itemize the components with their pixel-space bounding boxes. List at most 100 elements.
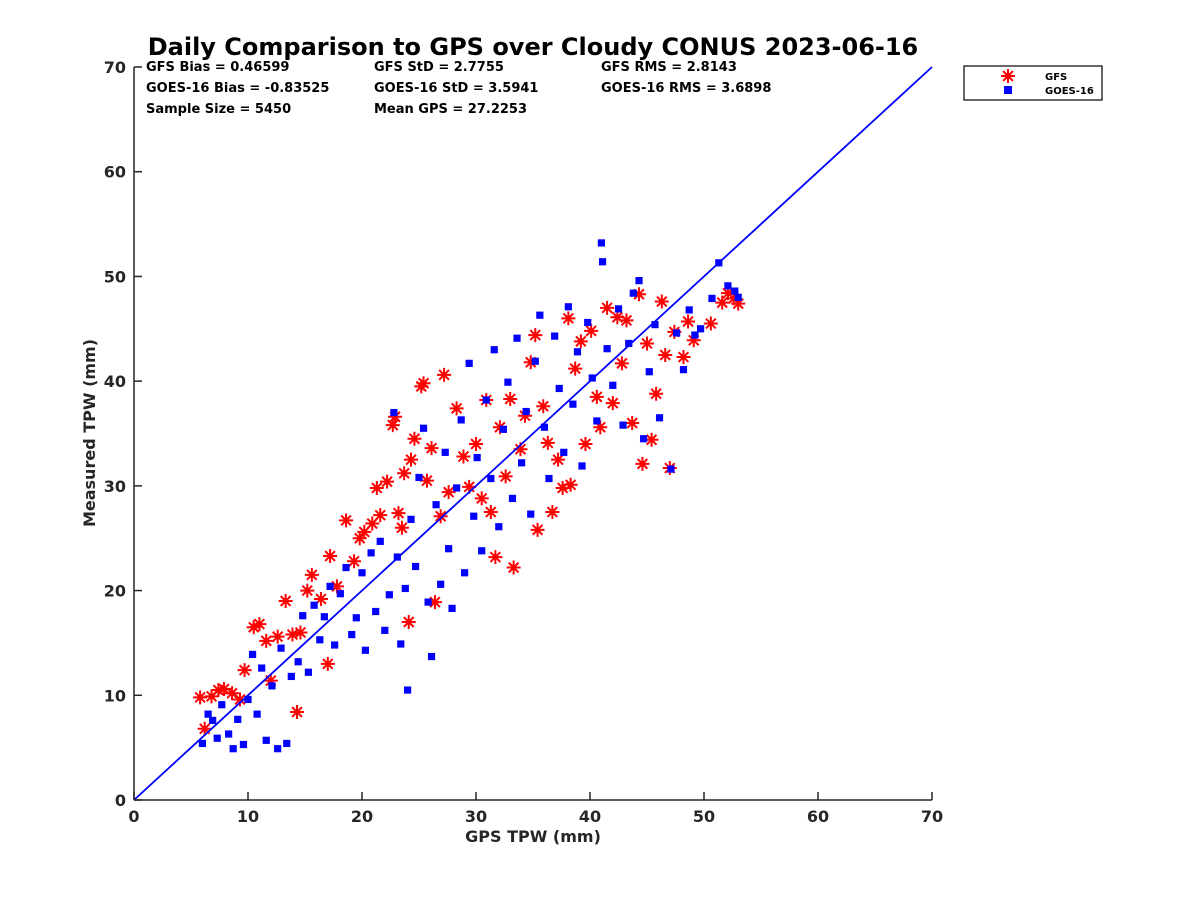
goes16-point <box>540 423 548 431</box>
gfs-point <box>397 466 412 481</box>
goes16-point <box>482 396 490 404</box>
goes16-point <box>564 303 572 311</box>
legend-gfs-marker <box>1001 69 1015 83</box>
goes16-point <box>248 650 257 659</box>
gfs-point <box>589 389 604 404</box>
goes16-point <box>234 715 242 723</box>
gfs-point <box>523 355 538 370</box>
goes16-point <box>584 318 592 327</box>
goes16-point <box>578 462 586 470</box>
gfs-point <box>233 692 248 707</box>
goes16-point <box>609 381 617 389</box>
gfs-point <box>197 721 212 736</box>
chart-title: Daily Comparison to GPS over Cloudy CONU… <box>148 33 919 61</box>
gfs-point <box>437 367 452 382</box>
gfs-point <box>285 627 300 642</box>
axes: 0 10 20 30 40 50 60 70 0 10 20 30 40 50 60 70 <box>104 58 943 826</box>
gfs-point <box>388 409 403 424</box>
goes16-point <box>304 668 313 676</box>
goes16-point <box>679 366 688 374</box>
goes16-point <box>691 331 699 339</box>
gfs-point <box>686 333 701 348</box>
goes16-point <box>397 640 405 648</box>
gfs-point <box>654 294 669 309</box>
gfs-point <box>469 436 483 451</box>
gfs-point <box>518 408 533 423</box>
gfs-point <box>530 522 545 537</box>
stat-text: GOES-16 RMS = 3.6898 <box>601 81 771 96</box>
gfs-point <box>488 550 503 565</box>
x-tick-label: 70 <box>921 807 943 826</box>
gfs-point <box>323 549 338 564</box>
goes16-point <box>639 435 648 443</box>
gfs-point <box>731 296 746 311</box>
goes16-point <box>635 277 643 285</box>
goes16-point <box>258 664 266 672</box>
gfs-point <box>561 311 576 326</box>
gfs-point <box>573 334 588 349</box>
gfs-point <box>578 436 593 451</box>
gfs-point <box>563 477 578 492</box>
goes16-point <box>495 523 503 531</box>
gfs-point <box>246 620 261 635</box>
gfs-point <box>456 449 471 464</box>
goes16-point <box>348 630 356 639</box>
gfs-point <box>339 513 354 528</box>
goes16-point <box>213 734 221 742</box>
y-tick-label: 70 <box>104 58 126 77</box>
goes16-point <box>598 258 607 266</box>
gfs-point <box>404 452 419 467</box>
legend-label: GFS <box>1045 72 1067 83</box>
goes16-point <box>465 359 473 367</box>
goes16-point <box>597 239 605 247</box>
gfs-point <box>545 505 560 520</box>
goes16-point <box>667 465 675 473</box>
y-tick-label: 50 <box>104 267 126 286</box>
goes16-point <box>448 604 456 612</box>
goes16-point <box>411 562 420 571</box>
goes16-point <box>685 306 693 314</box>
goes16-point <box>457 416 465 424</box>
gfs-point <box>401 614 416 629</box>
goes16-point <box>336 590 344 598</box>
gfs-point <box>237 663 252 678</box>
gfs-point <box>449 401 464 416</box>
legend: GFS GOES-16 <box>963 65 1103 101</box>
gfs-point <box>424 441 439 456</box>
gfs-point <box>528 328 543 343</box>
gfs-point <box>513 442 528 457</box>
stats-block: GFS Bias = 0.46599 GFS StD = 2.7755 GFS RM… <box>146 60 771 117</box>
goes16-point <box>376 537 384 545</box>
gfs-point <box>320 656 335 671</box>
goes16-point <box>415 473 423 482</box>
goes16-point <box>734 293 742 301</box>
goes16-point <box>310 601 318 609</box>
goes16-point <box>499 425 507 433</box>
stat-text: Mean GPS = 27.2253 <box>374 102 527 117</box>
gfs-point <box>644 432 659 447</box>
stat-text: Sample Size = 5450 <box>146 102 291 117</box>
y-tick-label: 10 <box>104 686 126 705</box>
goes16-point <box>367 549 375 557</box>
gfs-point <box>391 506 406 521</box>
goes16-point <box>696 325 705 333</box>
y-tick-label: 40 <box>104 372 126 391</box>
goes16-point <box>619 421 627 429</box>
gfs-point <box>614 356 629 371</box>
gfs-point <box>357 524 372 539</box>
goes16-point <box>342 563 350 572</box>
gfs-point <box>270 629 285 644</box>
one-to-one-line <box>133 66 933 801</box>
gfs-point <box>610 310 625 325</box>
gfs-point <box>293 625 308 640</box>
goes16-point <box>287 672 295 681</box>
goes16-point <box>229 745 237 753</box>
gfs-point <box>540 435 555 450</box>
goes16-point <box>625 339 633 348</box>
goes16-point <box>274 745 282 753</box>
y-tick-label: 0 <box>115 791 126 810</box>
goes16-point <box>316 636 324 644</box>
goes16-point <box>381 626 389 634</box>
legend-label: GOES-16 <box>1045 86 1094 97</box>
goes16-point <box>531 357 539 365</box>
